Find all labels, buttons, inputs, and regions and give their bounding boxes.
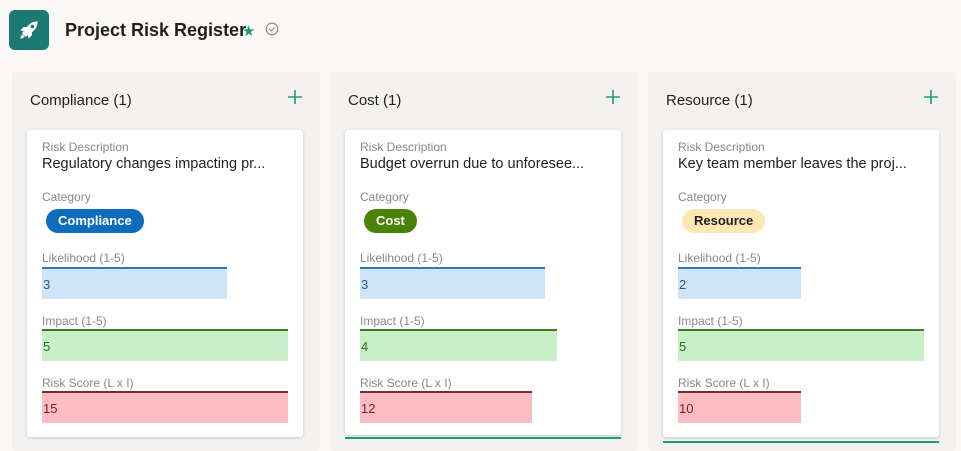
- risk-score-label: Risk Score (L x I): [678, 376, 770, 390]
- category-label: Category: [360, 190, 409, 204]
- risk-card[interactable]: Risk Description Regulatory changes impa…: [27, 130, 303, 437]
- risk-card[interactable]: Risk Description Key team member leaves …: [663, 130, 939, 437]
- risk-description-label: Risk Description: [42, 140, 129, 154]
- risk-score-field[interactable]: 12: [360, 391, 532, 423]
- app-header: Project Risk Register ★: [0, 0, 961, 62]
- category-pill: Compliance: [46, 209, 144, 233]
- category-pill: Cost: [364, 209, 417, 233]
- column-compliance: Compliance (1) Risk Description Regulato…: [12, 72, 320, 451]
- impact-field[interactable]: 5: [678, 329, 924, 361]
- column-title: Resource (1): [666, 92, 753, 109]
- risk-description: Budget overrun due to unforesee...: [360, 156, 585, 172]
- page-title: Project Risk Register: [65, 20, 247, 40]
- risk-description: Key team member leaves the proj...: [678, 156, 907, 172]
- check-circle-icon[interactable]: [265, 22, 279, 36]
- column-cost: Cost (1) Risk Description Budget overrun…: [330, 72, 638, 451]
- rocket-glyph: [20, 21, 38, 39]
- likelihood-label: Likelihood (1-5): [360, 251, 443, 265]
- likelihood-field[interactable]: 2: [678, 267, 801, 299]
- column-resource: Resource (1) Risk Description Key team m…: [648, 72, 956, 451]
- favorite-star-icon[interactable]: ★: [242, 23, 256, 40]
- add-card-icon[interactable]: [286, 88, 304, 106]
- risk-score-field[interactable]: 10: [678, 391, 801, 423]
- likelihood-label: Likelihood (1-5): [678, 251, 761, 265]
- category-label: Category: [678, 190, 727, 204]
- impact-field[interactable]: 4: [360, 329, 557, 361]
- drop-indicator: [663, 441, 939, 443]
- impact-field[interactable]: 5: [42, 329, 288, 361]
- likelihood-field[interactable]: 3: [42, 267, 227, 299]
- category-label: Category: [42, 190, 91, 204]
- column-title: Compliance (1): [30, 92, 132, 109]
- kanban-board: Compliance (1) Risk Description Regulato…: [0, 62, 961, 451]
- risk-description-label: Risk Description: [360, 140, 447, 154]
- likelihood-field[interactable]: 3: [360, 267, 545, 299]
- category-pill: Resource: [682, 209, 766, 233]
- risk-description: Regulatory changes impacting pr...: [42, 156, 266, 172]
- risk-score-label: Risk Score (L x I): [360, 376, 452, 390]
- add-card-icon[interactable]: [922, 88, 940, 106]
- rocket-icon[interactable]: [9, 10, 49, 50]
- impact-label: Impact (1-5): [360, 314, 425, 328]
- likelihood-label: Likelihood (1-5): [42, 251, 125, 265]
- impact-label: Impact (1-5): [42, 314, 107, 328]
- risk-card[interactable]: Risk Description Budget overrun due to u…: [345, 130, 621, 435]
- column-title: Cost (1): [348, 92, 402, 109]
- risk-description-label: Risk Description: [678, 140, 765, 154]
- add-card-icon[interactable]: [604, 88, 622, 106]
- impact-label: Impact (1-5): [678, 314, 743, 328]
- drop-indicator: [345, 437, 621, 439]
- risk-score-label: Risk Score (L x I): [42, 376, 134, 390]
- risk-score-field[interactable]: 15: [42, 391, 288, 423]
